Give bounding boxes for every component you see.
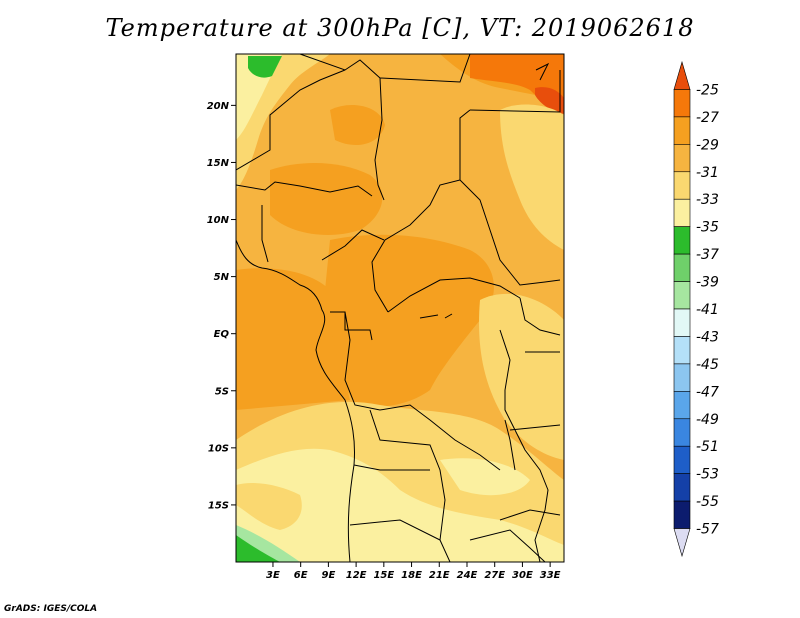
colorbar-label: -25	[696, 82, 719, 98]
country-borders	[236, 54, 561, 562]
colorbar-label: -31	[696, 165, 719, 181]
lat-tick-label: 15S	[208, 500, 229, 511]
lat-tick-label: 15N	[207, 158, 230, 169]
colorbar-label: -45	[696, 357, 719, 373]
lon-tick-label: 12E	[346, 570, 367, 581]
lat-tick-label: 10S	[208, 443, 229, 454]
colorbar-label: -53	[696, 467, 719, 483]
colorbar: -25 -27 -29 -31 -33 -35 -37 -39 -41 -43 -45 -47 -49 -…	[673, 60, 719, 558]
colorbar-segment	[673, 391, 691, 420]
lat-tick-label: 10N	[207, 215, 230, 226]
colorbar-label: -55	[696, 494, 719, 510]
colorbar-label: -57	[696, 522, 719, 538]
lon-tick-label: 30E	[512, 570, 533, 581]
colorbar-label: -43	[696, 329, 719, 345]
colorbar-segment	[673, 89, 691, 118]
lon-tick-label: 6E	[294, 570, 308, 581]
colorbar-label: -29	[696, 137, 719, 153]
colorbar-label: -41	[696, 302, 719, 318]
lat-tick-label: 20N	[207, 101, 230, 112]
colorbar-label: -47	[696, 384, 719, 400]
lat-tick-label: 5N	[214, 272, 230, 283]
longitude-axis: 3E 6E 9E 12E 15E 18E 21E 24E 27E 30E 33E	[266, 562, 561, 581]
colorbar-segment	[673, 308, 691, 337]
colorbar-segment	[673, 144, 691, 173]
colorbar-segment	[673, 473, 691, 502]
lon-tick-label: 18E	[401, 570, 422, 581]
latitude-axis: 20N 15N 10N 5N EQ 5S 10S 15S	[207, 101, 236, 511]
colorbar-segment	[673, 198, 691, 227]
colorbar-segment	[673, 281, 691, 310]
colorbar-segment	[673, 116, 691, 145]
colorbar-segment	[673, 500, 691, 529]
colorbar-label: -51	[696, 439, 719, 455]
colorbar-label: -37	[696, 247, 719, 263]
colorbar-label: -35	[696, 220, 719, 236]
colorbar-segment	[673, 418, 691, 447]
lon-tick-label: 21E	[429, 570, 450, 581]
colorbar-label: -49	[696, 412, 719, 428]
colorbar-label: -39	[696, 275, 719, 291]
colorbar-segment	[673, 60, 691, 90]
colorbar-label: -33	[696, 192, 719, 208]
lon-tick-label: 27E	[484, 570, 505, 581]
map-title: Temperature at 300hPa [C], VT: 201906261…	[105, 14, 695, 42]
colorbar-label: -27	[696, 110, 719, 126]
lon-tick-label: 9E	[321, 570, 335, 581]
plot-frame	[235, 53, 565, 563]
lon-tick-label: 24E	[457, 570, 478, 581]
colorbar-segment	[673, 226, 691, 255]
colorbar-segment	[673, 445, 691, 474]
lon-tick-label: 15E	[373, 570, 394, 581]
lon-tick-label: 33E	[540, 570, 561, 581]
lon-tick-label: 3E	[266, 570, 280, 581]
colorbar-segment	[673, 336, 691, 365]
colorbar-segment	[673, 363, 691, 392]
colorbar-segment	[673, 171, 691, 200]
colorbar-segment	[673, 528, 691, 558]
lat-tick-label: EQ	[214, 329, 230, 340]
colorbar-segment	[673, 253, 691, 282]
lat-tick-label: 5S	[215, 386, 229, 397]
grads-credit: GrADS: IGES/COLA	[4, 604, 98, 614]
temperature-field	[236, 54, 564, 562]
